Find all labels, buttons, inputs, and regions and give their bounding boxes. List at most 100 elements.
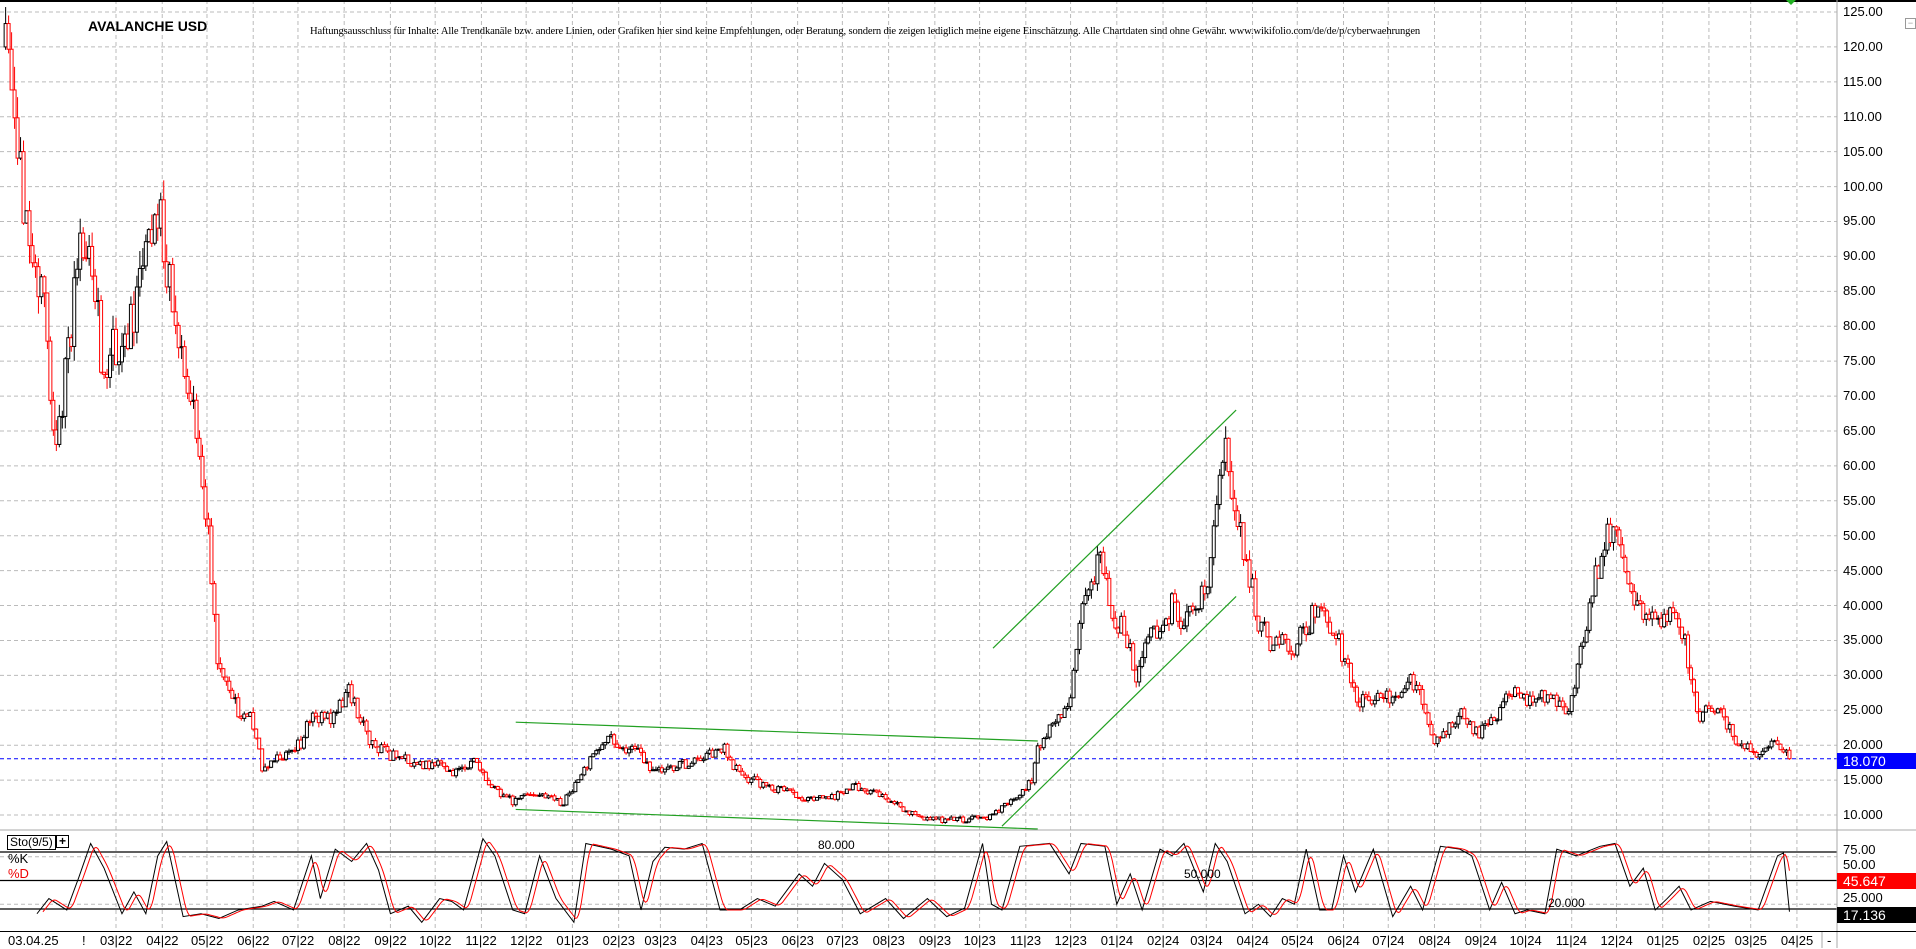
date-tick-label: 04|22: [146, 933, 179, 948]
candle-body: [633, 745, 638, 749]
candle-body: [382, 744, 387, 748]
candle: [1447, 722, 1452, 739]
candle: [588, 755, 593, 771]
grid: [0, 0, 1837, 931]
candle-body: [1533, 698, 1538, 703]
candle-body: [1354, 686, 1359, 703]
candle-body: [1083, 595, 1088, 605]
candle: [1080, 601, 1085, 629]
candle: [916, 814, 921, 818]
date-axis-end[interactable]: -: [1827, 933, 1832, 948]
candle-body: [1399, 691, 1404, 698]
candle: [868, 789, 873, 796]
candle: [1498, 704, 1503, 721]
collapse-panel-icon[interactable]: −: [1905, 18, 1916, 29]
date-tick-label: 06|23: [781, 933, 814, 948]
candle: [1020, 788, 1025, 798]
candle: [1769, 738, 1774, 750]
candle: [1113, 611, 1118, 630]
candle: [1345, 654, 1350, 668]
candle-body: [806, 797, 811, 802]
price-tick-label: 120.00: [1843, 38, 1883, 54]
candle-body: [898, 802, 903, 808]
candle: [15, 97, 20, 165]
candle: [770, 784, 775, 792]
date-tick-label: 06|24: [1327, 933, 1360, 948]
candle: [1560, 697, 1565, 711]
candle-body: [81, 232, 86, 259]
candle: [743, 772, 748, 780]
candle-body: [301, 736, 306, 749]
candle-body: [1190, 605, 1195, 611]
candle: [1047, 724, 1052, 740]
candle: [30, 233, 35, 268]
candle: [1211, 519, 1216, 566]
candle: [1328, 616, 1333, 634]
candle: [1363, 691, 1368, 700]
candle: [1694, 691, 1699, 714]
candle: [1641, 601, 1646, 624]
candle: [364, 718, 369, 735]
candle-body: [1068, 697, 1073, 708]
candle-body: [1563, 706, 1568, 715]
candle-body: [15, 117, 20, 159]
candle: [1340, 630, 1345, 667]
candle-body: [1709, 707, 1714, 712]
candle: [1175, 599, 1180, 628]
candle-body: [1420, 689, 1425, 705]
candle-body: [1653, 611, 1658, 620]
date-tick-label: 03|25: [1734, 933, 1767, 948]
candle-body: [1775, 740, 1780, 745]
candle-body: [185, 376, 190, 394]
candle-body: [203, 486, 208, 520]
expand-indicator-button[interactable]: +: [56, 835, 69, 848]
candle: [1348, 662, 1353, 688]
candle-body: [647, 761, 652, 772]
candle-body: [1137, 665, 1142, 683]
candle-body: [1677, 618, 1682, 628]
candle-body: [442, 762, 447, 768]
candle-body: [1700, 711, 1705, 722]
candle-body: [1172, 593, 1177, 603]
candle: [1241, 522, 1246, 566]
candle: [1686, 630, 1691, 674]
candle: [1247, 550, 1252, 594]
date-tick-label: 10|23: [963, 933, 996, 948]
candle: [406, 754, 411, 764]
candle: [1721, 705, 1726, 721]
indicator-label[interactable]: Sto(9/5): [7, 835, 56, 850]
candle: [862, 787, 867, 794]
candle-body: [474, 757, 479, 763]
candle: [1787, 746, 1792, 760]
candle: [1593, 557, 1598, 598]
candle: [1319, 603, 1324, 612]
candle: [970, 814, 975, 821]
candle: [1089, 578, 1094, 599]
candle: [1208, 557, 1213, 594]
candle-body: [916, 814, 921, 817]
candle-body: [108, 354, 113, 378]
candle: [898, 801, 903, 809]
candle-body: [197, 437, 202, 457]
candle: [269, 760, 274, 769]
candle: [161, 180, 166, 269]
candle: [641, 750, 646, 764]
candle-body: [42, 276, 47, 294]
candle: [1205, 585, 1210, 599]
date-tick-label: 06|22: [237, 933, 270, 948]
candle: [1137, 659, 1142, 687]
candle-body: [1178, 620, 1183, 629]
date-tick-label: 03|23: [644, 933, 677, 948]
candle-body: [1125, 634, 1130, 649]
candle: [1569, 695, 1574, 716]
candle-body: [558, 798, 563, 806]
candle: [445, 765, 450, 772]
candle-body: [495, 785, 500, 790]
candle: [1322, 602, 1327, 617]
candle-body: [552, 795, 557, 801]
candle-body: [1638, 600, 1643, 604]
date-tick-label: 08|22: [328, 933, 361, 948]
candle: [51, 391, 56, 436]
candle: [1172, 589, 1177, 604]
date-tick-label: 01|23: [556, 933, 589, 948]
